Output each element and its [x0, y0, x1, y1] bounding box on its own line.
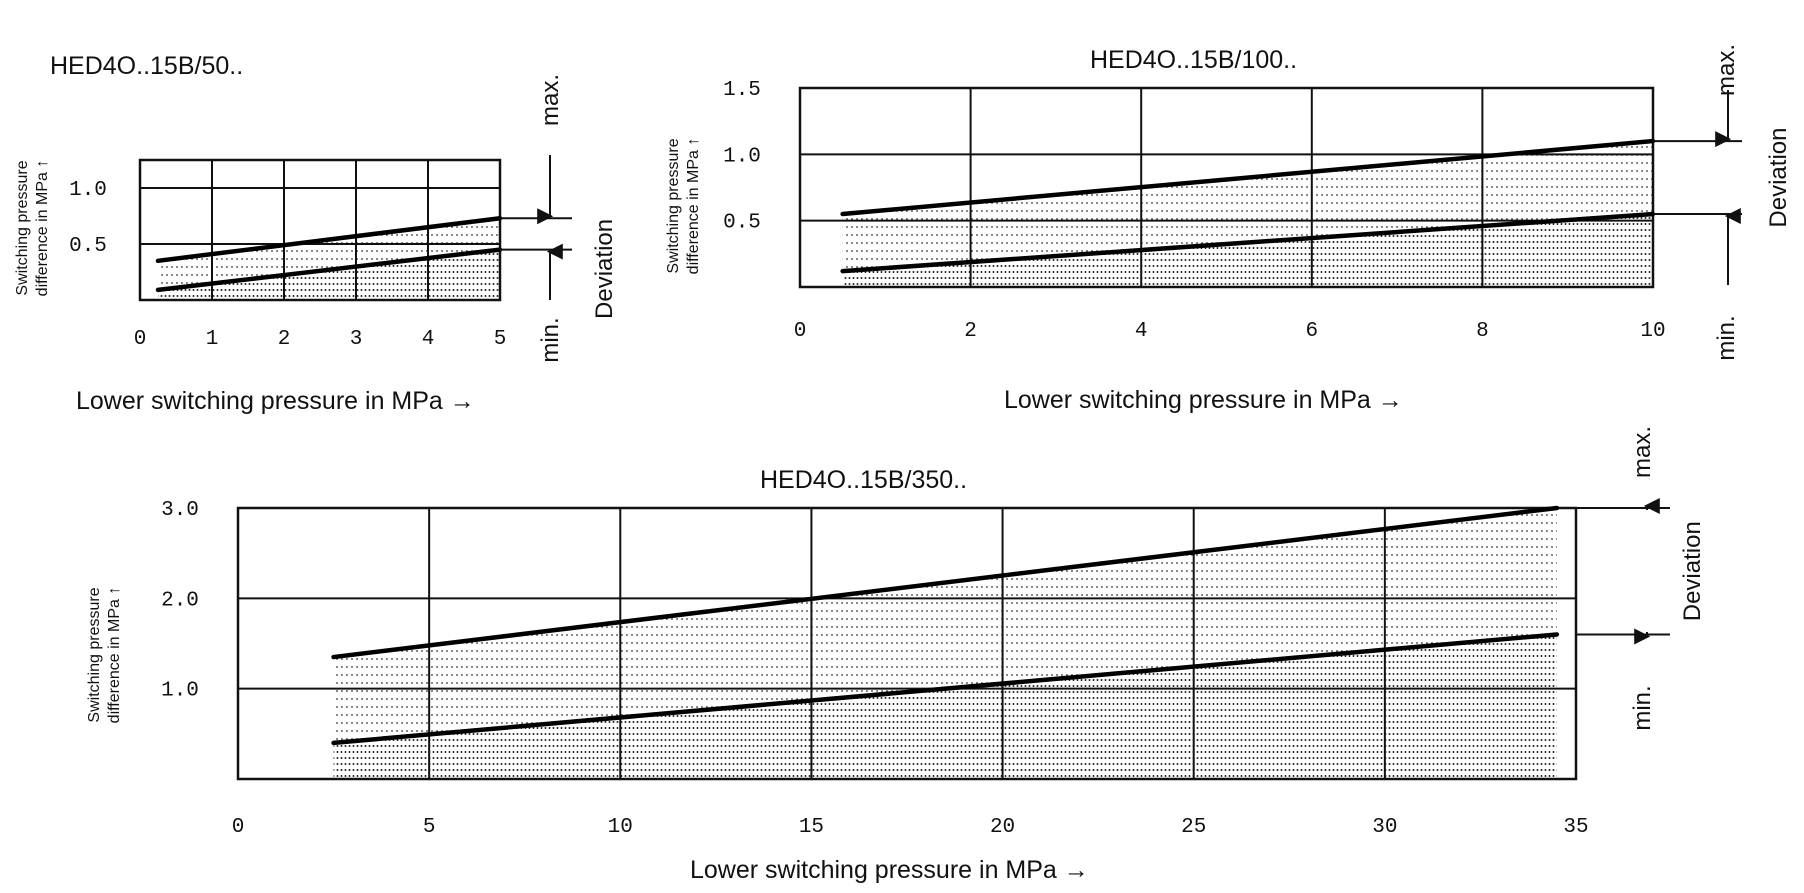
max-curve: [840, 138, 1656, 217]
chart-2: HED4O..15B/100.. Switching pressure diff…: [665, 44, 1792, 414]
x-tick-label: 3: [350, 328, 363, 351]
min-label: min.: [1713, 315, 1740, 360]
deviation-band: [842, 141, 1653, 272]
deviation-band: [158, 218, 500, 290]
x-axis-label: Lower switching pressure in MPa →: [1004, 386, 1403, 414]
x-axis-label: Lower switching pressure in MPa →: [76, 387, 475, 415]
x-tick-label: 1: [206, 328, 219, 351]
x-tick-label: 0: [794, 320, 807, 343]
min-curve: [155, 247, 503, 293]
chart-1: HED4O..15B/50.. Switching pressure diffe…: [14, 52, 618, 415]
y-tick-label: 1.0: [161, 680, 199, 703]
x-tick-label: 4: [1135, 320, 1148, 343]
chart-title: HED4O..15B/350..: [760, 466, 967, 494]
below-min-band: [158, 249, 500, 300]
chart-title: HED4O..15B/100..: [1090, 46, 1297, 74]
below-min-band: [333, 634, 1557, 779]
x-tick-label: 4: [422, 328, 435, 351]
x-tick-label: 25: [1181, 816, 1206, 839]
x-tick-label: 20: [990, 816, 1015, 839]
min-curve: [840, 211, 1656, 274]
plot-frame: [798, 86, 1655, 289]
max-label: max.: [1629, 426, 1656, 478]
y-tick-label: 0.5: [723, 212, 761, 235]
plot-area: 0 1 2 3 4 5 0.5 1.0 max. min. Deviation: [69, 74, 618, 363]
deviation-label: Deviation: [1765, 128, 1792, 228]
plot-frame: [138, 158, 502, 302]
y-axis-label-line1: Switching pressure: [665, 138, 682, 273]
y-axis-label-line2: difference in MPa ↑: [106, 587, 123, 724]
x-tick-label: 5: [494, 328, 507, 351]
deviation-label: Deviation: [1679, 521, 1706, 621]
max-label: max.: [537, 74, 564, 126]
y-axis-label-line2: difference in MPa ↑: [34, 160, 51, 297]
x-tick-label: 2: [964, 320, 977, 343]
chart-title: HED4O..15B/50..: [50, 52, 243, 80]
chart-3: HED4O..15B/350.. Switching pressure diff…: [86, 426, 1706, 884]
y-tick-label: 1.0: [723, 145, 761, 168]
min-label: min.: [537, 317, 564, 362]
y-tick-label: 3.0: [161, 499, 199, 522]
x-tick-label: 35: [1563, 816, 1588, 839]
x-tick-label: 5: [423, 816, 436, 839]
plot-frame: [236, 506, 1578, 781]
x-tick-label: 10: [1640, 320, 1665, 343]
max-curve: [155, 215, 503, 264]
deviation-label: Deviation: [591, 219, 618, 319]
x-tick-label: 0: [134, 328, 147, 351]
deviation-band: [333, 508, 1557, 743]
min-label: min.: [1629, 685, 1656, 730]
y-tick-label: 0.5: [69, 235, 107, 258]
y-axis-label-line1: Switching pressure: [14, 160, 31, 295]
x-tick-label: 8: [1476, 320, 1489, 343]
y-tick-label: 1.0: [69, 179, 107, 202]
x-tick-label: 10: [608, 816, 633, 839]
max-curve: [331, 505, 1560, 660]
min-curve: [331, 632, 1560, 746]
plot-area: 0 2 4 6 8 10 0.5 1.0 1.5 max. min. Deviation: [723, 44, 1792, 361]
y-axis-label-line1: Switching pressure: [86, 587, 103, 722]
y-tick-label: 2.0: [161, 589, 199, 612]
max-label: max.: [1713, 44, 1740, 96]
x-axis-label: Lower switching pressure in MPa →: [690, 856, 1089, 884]
x-tick-label: 6: [1305, 320, 1318, 343]
y-axis-label-line2: difference in MPa ↑: [685, 138, 702, 275]
x-tick-label: 15: [799, 816, 824, 839]
below-min-band: [842, 214, 1653, 287]
y-tick-label: 1.5: [723, 79, 761, 102]
x-tick-label: 30: [1372, 816, 1397, 839]
x-tick-label: 0: [232, 816, 245, 839]
plot-area: 0 5 10 15 20 25 30 35 1.0 2.0 3.0 max. min. Deviation: [161, 426, 1706, 839]
x-tick-label: 2: [278, 328, 291, 351]
